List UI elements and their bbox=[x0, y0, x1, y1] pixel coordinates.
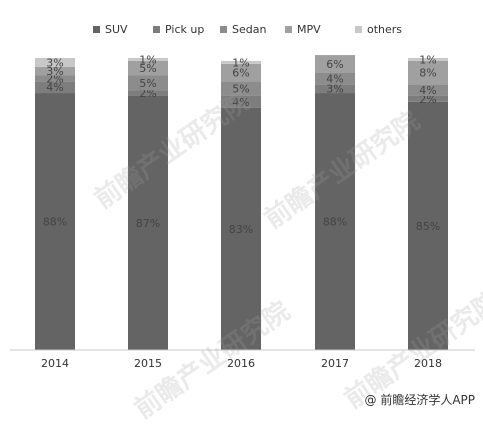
bar-segment-suv bbox=[35, 93, 75, 350]
data-label: 6% bbox=[232, 67, 249, 80]
legend-label: others bbox=[367, 23, 402, 36]
bar-segment-sedan bbox=[128, 75, 168, 91]
x-tick-label: 2018 bbox=[414, 357, 442, 370]
data-label: 3% bbox=[46, 65, 63, 78]
legend-label: Pick up bbox=[165, 23, 204, 36]
bar-segment-sedan bbox=[408, 84, 448, 96]
bar-segment-pick-up bbox=[315, 84, 355, 94]
data-label: 88% bbox=[323, 216, 347, 229]
legend-swatch bbox=[285, 26, 292, 33]
data-label: 85% bbox=[416, 220, 440, 233]
bar-segment-sedan bbox=[35, 75, 75, 82]
legend-swatch bbox=[93, 26, 100, 33]
data-label: 4% bbox=[326, 72, 343, 85]
legend-label: SUV bbox=[105, 23, 128, 36]
bar-segment-sedan bbox=[221, 81, 261, 96]
data-label: 5% bbox=[139, 77, 156, 90]
bar-segment-others bbox=[408, 58, 448, 61]
data-label: 8% bbox=[419, 67, 436, 80]
data-label: 1% bbox=[419, 53, 436, 66]
data-label: 2% bbox=[139, 87, 156, 100]
x-tick-label: 2014 bbox=[41, 357, 69, 370]
data-label: 2% bbox=[419, 93, 436, 106]
bar-segment-pick-up bbox=[128, 90, 168, 96]
data-label: 3% bbox=[46, 56, 63, 69]
data-label: 2% bbox=[46, 72, 63, 85]
bar-segment-others bbox=[35, 58, 75, 67]
legend-label: MPV bbox=[297, 23, 321, 36]
source-credit: @ 前瞻经济学人APP bbox=[364, 393, 476, 407]
x-tick-label: 2017 bbox=[321, 357, 349, 370]
data-label: 4% bbox=[232, 96, 249, 109]
data-label: 1% bbox=[139, 53, 156, 66]
data-label: 5% bbox=[139, 62, 156, 75]
data-label: 3% bbox=[326, 83, 343, 96]
x-tick-label: 2016 bbox=[227, 357, 255, 370]
legend-swatch bbox=[220, 26, 227, 33]
bar-segment-pick-up bbox=[35, 81, 75, 94]
bar-segment-suv bbox=[408, 101, 448, 350]
data-label: 83% bbox=[229, 223, 253, 236]
bar-segment-others bbox=[128, 58, 168, 61]
data-label: 4% bbox=[419, 84, 436, 97]
bar-segment-mpv bbox=[221, 63, 261, 82]
bar-segment-suv bbox=[128, 95, 168, 351]
bar-segment-suv bbox=[315, 93, 355, 350]
data-label: 87% bbox=[136, 217, 160, 230]
bar-segment-pick-up bbox=[221, 95, 261, 108]
bar-segment-others bbox=[221, 60, 261, 64]
legend-swatch bbox=[355, 26, 362, 33]
legend-swatch bbox=[153, 26, 160, 33]
legend-label: Sedan bbox=[232, 23, 266, 36]
stacked-bar-chart: 88%4%2%3%3%87%2%5%5%1%83%4%5%6%1%88%3%4%… bbox=[10, 23, 475, 370]
bar-segment-suv bbox=[221, 107, 261, 350]
data-label: 88% bbox=[43, 216, 67, 229]
bar-segment-mpv bbox=[128, 60, 168, 76]
data-label: 4% bbox=[46, 81, 63, 94]
bar-segment-mpv bbox=[315, 55, 355, 73]
data-label: 6% bbox=[326, 58, 343, 71]
bar-segment-sedan bbox=[315, 72, 355, 85]
bar-segment-mpv bbox=[408, 60, 448, 85]
data-label: 1% bbox=[232, 56, 249, 69]
bar-segment-pick-up bbox=[408, 95, 448, 102]
x-tick-label: 2015 bbox=[134, 357, 162, 370]
data-label: 5% bbox=[232, 83, 249, 96]
bar-segment-mpv bbox=[35, 66, 75, 76]
